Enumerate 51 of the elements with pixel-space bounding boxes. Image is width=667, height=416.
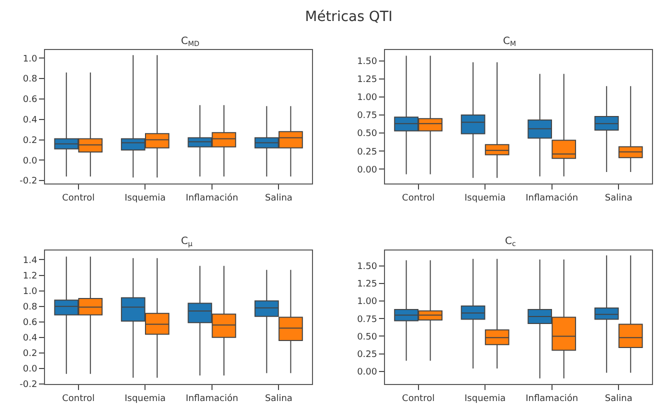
- y-tick-label: 0.4: [22, 116, 38, 126]
- y-tick-label: 0.75: [357, 314, 378, 325]
- y-tick-label: 0.00: [357, 165, 378, 176]
- x-tick-label: Inflamación: [526, 192, 578, 204]
- x-tick-label: Salina: [604, 193, 632, 204]
- y-tick-label: 0.0: [22, 156, 38, 166]
- x-tick-label: Isquemia: [464, 193, 506, 204]
- y-tick-label: 0.8: [22, 302, 38, 312]
- y-tick-label: 0.8: [22, 74, 38, 85]
- chart-title: C$_{c}$: [505, 236, 516, 248]
- y-tick-label: 0.2: [22, 136, 38, 146]
- x-tick-label: Isquemia: [464, 394, 506, 404]
- y-tick-label: 1.0: [22, 54, 38, 64]
- y-tick-label: 1.00: [357, 93, 378, 104]
- y-tick-label: 0.4: [22, 334, 38, 344]
- y-tick-label: 1.4: [22, 256, 38, 266]
- x-tick-label: Control: [402, 394, 435, 404]
- chart-title: C$_{MD}$: [181, 36, 200, 48]
- y-tick-label: -0.2: [20, 380, 38, 390]
- y-tick-label: 0.6: [22, 95, 38, 106]
- x-tick-label: Control: [62, 394, 95, 404]
- y-tick-label: 0.6: [22, 318, 38, 328]
- x-tick-label: Inflamación: [186, 392, 238, 404]
- y-tick-label: 1.0: [22, 286, 38, 297]
- x-tick-label: Salina: [264, 193, 292, 204]
- x-tick-label: Salina: [264, 394, 292, 404]
- y-tick-label: 0.25: [357, 147, 378, 158]
- y-tick-label: 0.75: [357, 111, 378, 122]
- x-tick-label: Salina: [604, 394, 632, 404]
- y-tick-label: 0.00: [357, 367, 378, 378]
- y-tick-label: 1.25: [357, 280, 378, 290]
- y-tick-label: 0.2: [22, 349, 38, 360]
- x-tick-label: Isquemia: [124, 394, 166, 404]
- x-tick-label: Control: [402, 193, 435, 204]
- y-tick-label: 0.50: [357, 129, 378, 140]
- y-tick-label: 0.50: [357, 332, 378, 342]
- x-tick-label: Isquemia: [124, 193, 166, 204]
- y-tick-label: 1.00: [357, 297, 378, 308]
- y-tick-label: -0.2: [20, 176, 38, 187]
- y-tick-label: 1.2: [22, 271, 38, 282]
- y-tick-label: 1.50: [357, 262, 378, 272]
- y-tick-label: 1.50: [357, 56, 378, 67]
- y-tick-label: 0.0: [22, 364, 38, 375]
- chart-title: C$_{μ}$: [181, 236, 193, 248]
- y-tick-label: 1.25: [357, 75, 378, 86]
- y-tick-label: 0.25: [357, 350, 378, 360]
- x-tick-label: Inflamación: [526, 392, 578, 404]
- x-tick-label: Inflamación: [186, 192, 238, 204]
- text: Métricas QTI: [305, 9, 393, 25]
- x-tick-label: Control: [62, 193, 95, 204]
- chart-title: C$_{M}$: [503, 36, 516, 48]
